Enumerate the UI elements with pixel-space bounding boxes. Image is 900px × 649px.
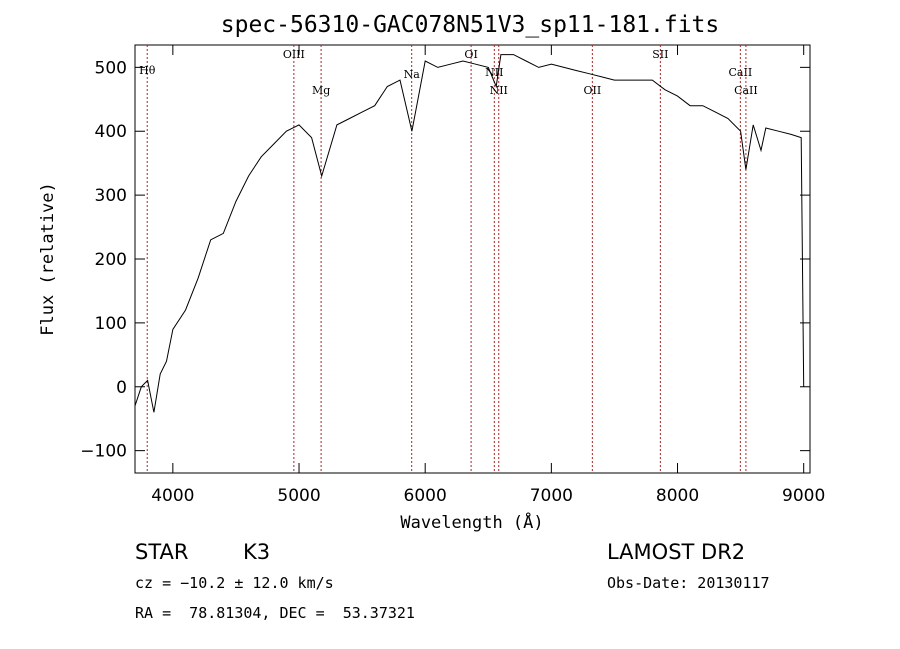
redshift-velocity: cz = −10.2 ± 12.0 km/s: [135, 574, 334, 592]
object-subclass: K3: [243, 540, 271, 564]
spectral-line-label: CaII: [729, 66, 753, 79]
x-axis-label: Wavelength (Å): [400, 511, 543, 533]
x-tick-label: 9000: [782, 486, 825, 506]
spectral-line-label: SII: [652, 48, 668, 61]
y-tick-label: 200: [95, 250, 127, 270]
x-tick-label: 6000: [404, 486, 447, 506]
spectrum-line: [134, 54, 805, 413]
y-tick-label: −100: [80, 442, 127, 462]
x-tick-label: 4000: [151, 486, 194, 506]
spectral-line-label: Mg: [312, 84, 330, 97]
y-tick-label: 400: [95, 122, 127, 142]
spectral-line-label: Na: [404, 68, 421, 81]
axis-ticks: 4000 5000 6000 7000 8000 9000 −100 0 100 200 300 40…: [80, 45, 825, 506]
spectral-line-label: OI: [464, 48, 477, 61]
spectral-line-label: OII: [584, 84, 602, 97]
observation-date: Obs-Date: 20130117: [607, 574, 770, 592]
survey-name: LAMOST DR2: [607, 540, 746, 564]
y-tick-label: 300: [95, 186, 127, 206]
x-tick-label: 5000: [277, 486, 320, 506]
y-tick-label: 100: [95, 314, 127, 334]
chart-title: spec-56310-GAC078N51V3_sp11-181.fits: [221, 12, 720, 38]
spectral-line-label: Hθ: [139, 64, 156, 77]
y-tick-label: 0: [116, 378, 127, 398]
y-axis-label: Flux (relative): [38, 182, 58, 336]
spectral-line-label: OIII: [283, 48, 305, 61]
spectral-line-label: CaII: [734, 84, 758, 97]
x-tick-label: 7000: [530, 486, 573, 506]
spectral-line-label: NII: [490, 84, 508, 97]
y-tick-label: 500: [95, 58, 127, 78]
spectral-line-label: NII: [485, 66, 503, 79]
object-class: STAR: [135, 540, 189, 564]
coordinates: RA = 78.81304, DEC = 53.37321: [135, 604, 415, 622]
spectral-line-markers: Hθ OIII Mg Na OI NII NII OII SII CaII CaII: [139, 45, 758, 473]
x-tick-label: 8000: [656, 486, 699, 506]
